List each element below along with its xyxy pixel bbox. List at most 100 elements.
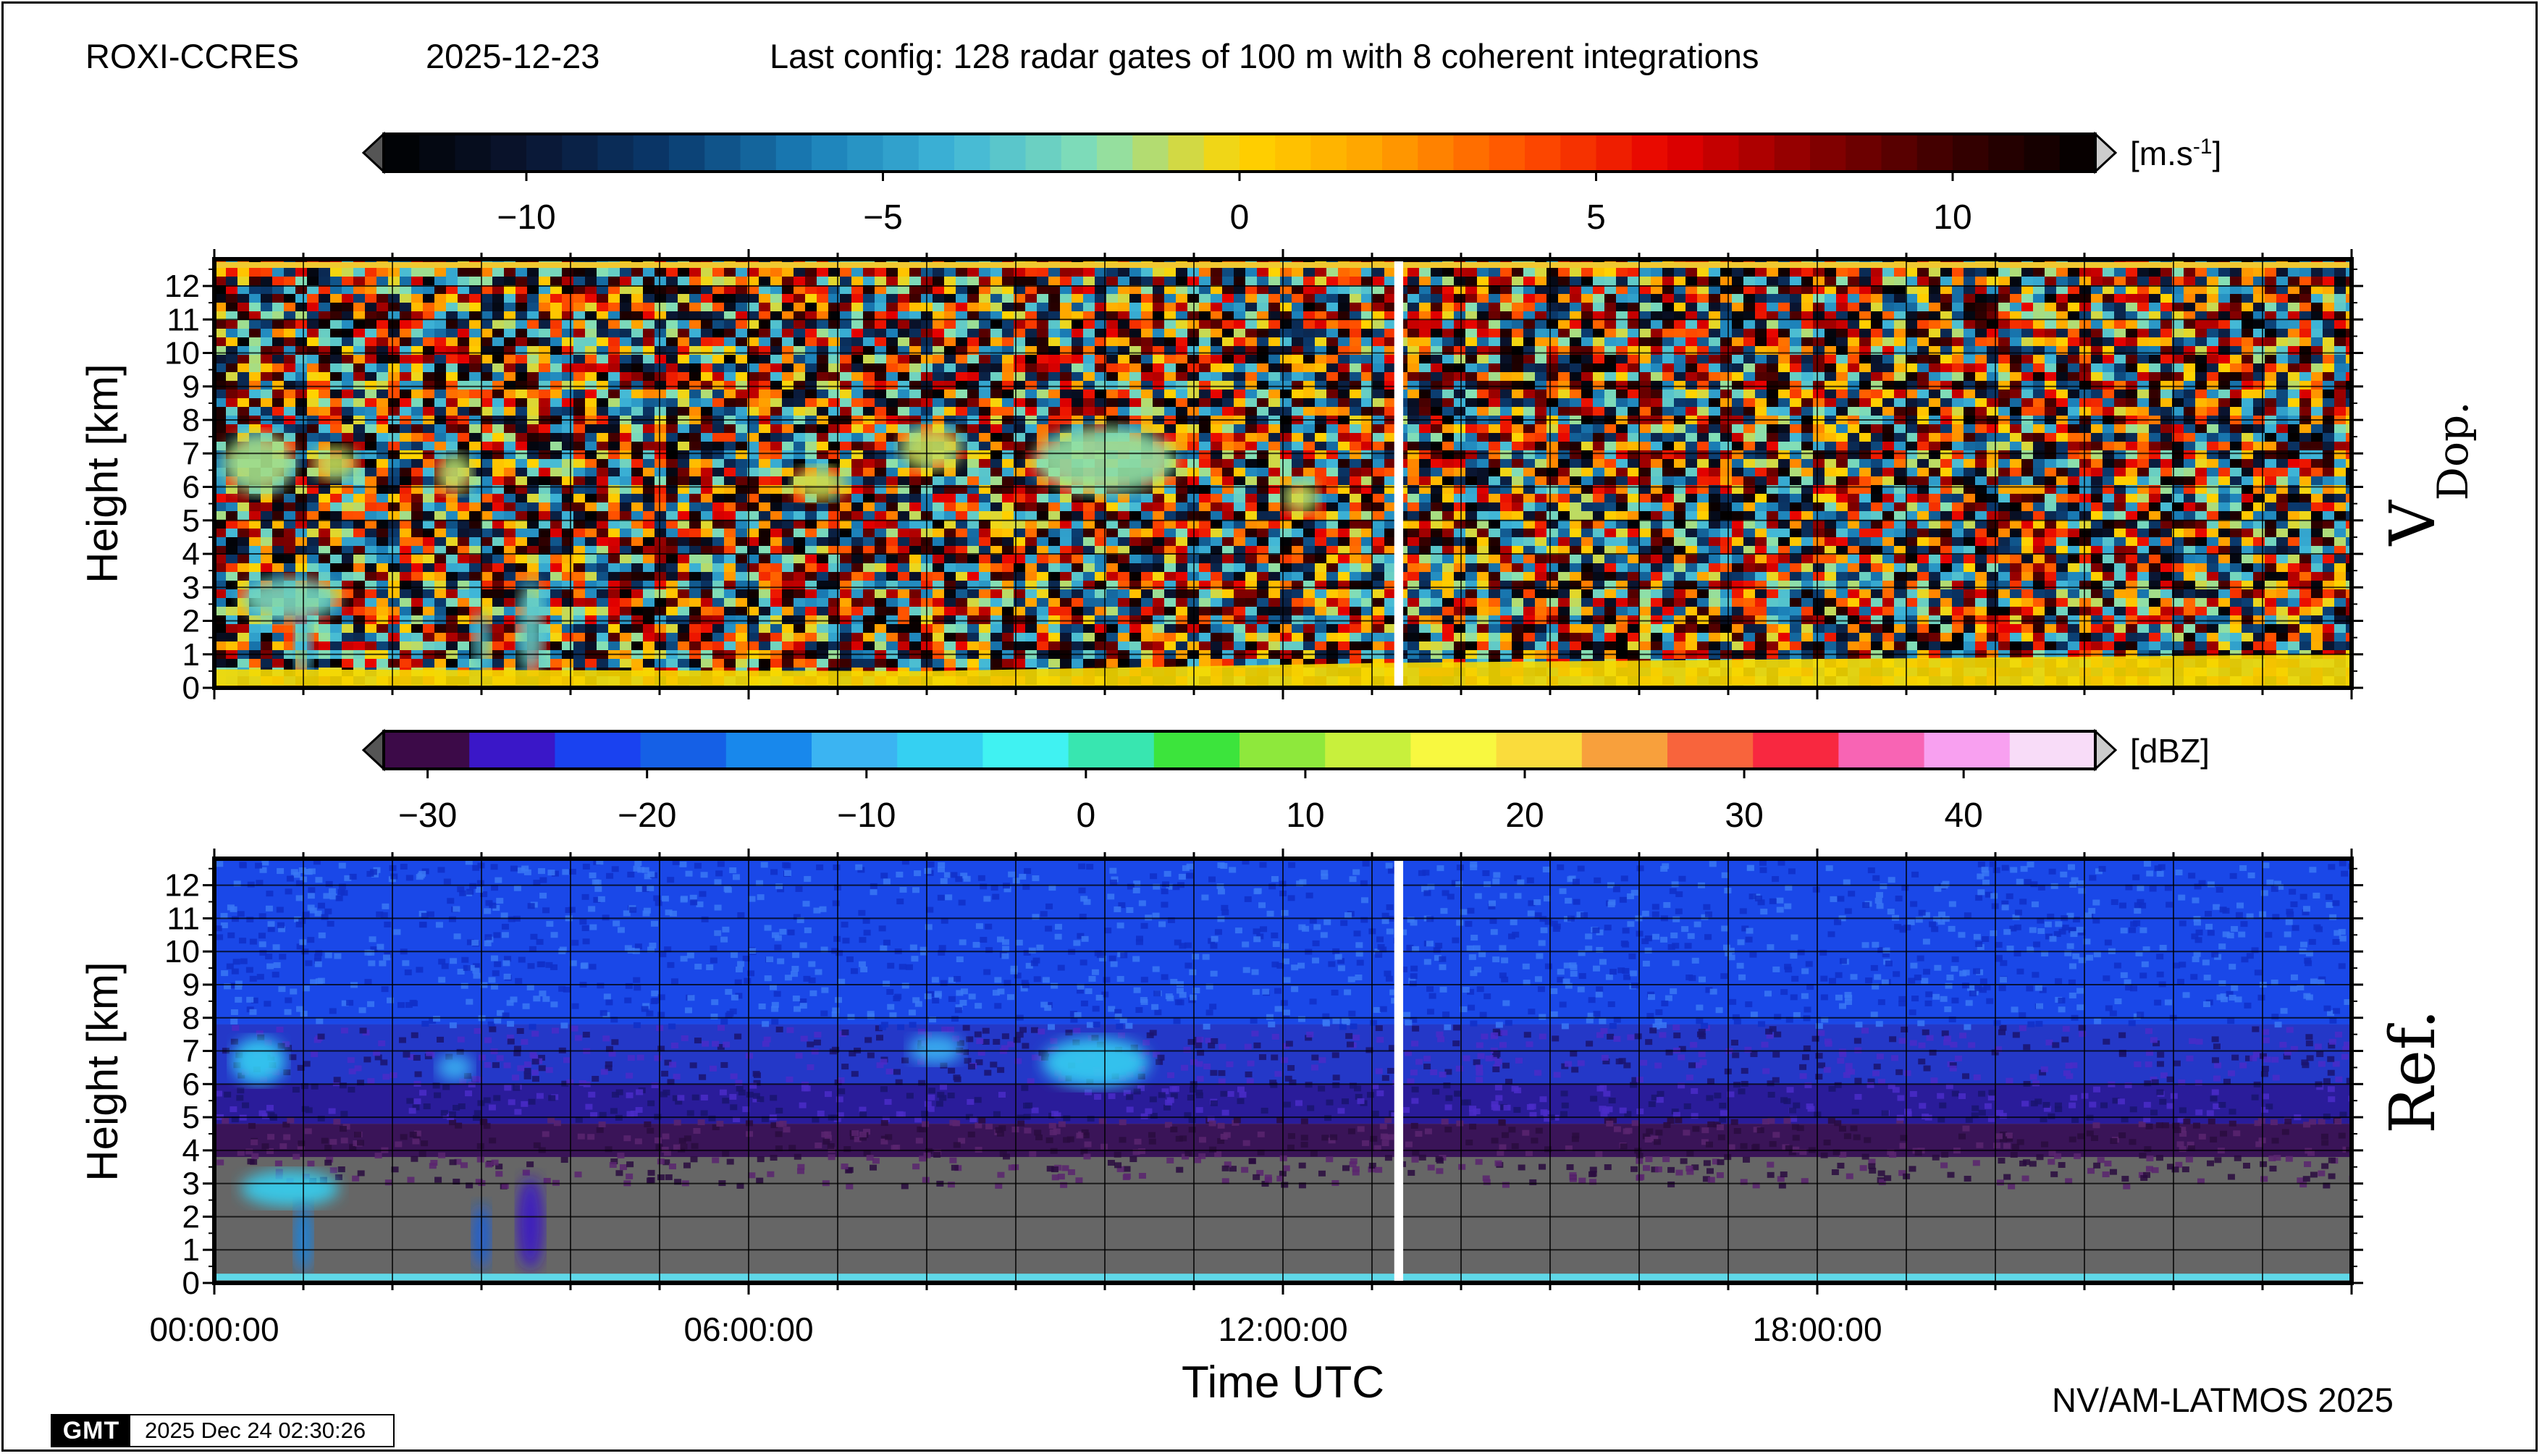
noise-cell: [1604, 450, 1616, 459]
noise-cell: [365, 372, 376, 381]
noise-cell: [967, 363, 979, 372]
noise-cell: [956, 381, 967, 390]
noise-cell: [678, 390, 689, 398]
noise-cell: [1570, 450, 1581, 459]
noise-cell: [469, 433, 481, 442]
noise-cell: [643, 450, 655, 459]
noise-cell: [1199, 337, 1211, 346]
noise-cell: [724, 337, 736, 346]
noise-cell: [573, 476, 585, 485]
noise-cell: [1500, 329, 1512, 337]
noise-cell: [492, 450, 504, 459]
noise-cell: [1326, 294, 1338, 303]
noise-cell: [1697, 311, 1709, 320]
noise-cell: [1813, 433, 1825, 442]
noise-cell: [353, 363, 365, 372]
noise-cell: [1674, 398, 1685, 407]
noise-cell: [759, 381, 770, 390]
noise-cell: [1674, 381, 1685, 390]
noise-cell: [539, 433, 550, 442]
noise-cell: [1303, 442, 1315, 450]
noise-cell: [1083, 285, 1095, 294]
noise-cell: [631, 320, 643, 329]
noise-cell: [1037, 372, 1048, 381]
noise-cell: [1350, 355, 1361, 363]
noise-cell: [1072, 311, 1083, 320]
noise-cell: [2160, 294, 2172, 303]
noise-cell: [944, 468, 956, 476]
noise-cell: [1964, 433, 1975, 442]
noise-cell: [2218, 398, 2230, 407]
noise-cell: [307, 398, 319, 407]
noise-cell: [2184, 311, 2195, 320]
noise-cell: [1628, 459, 1639, 468]
noise-cell: [1825, 363, 1836, 372]
noise-cell: [1778, 381, 1790, 390]
noise-cell: [1535, 468, 1546, 476]
noise-cell: [1419, 311, 1431, 320]
noise-cell: [2299, 398, 2311, 407]
noise-cell: [2126, 450, 2137, 459]
noise-cell: [2103, 363, 2114, 372]
noise-cell: [1998, 433, 2010, 442]
noise-cell: [1917, 390, 1929, 398]
noise-cell: [1593, 398, 1604, 407]
noise-cell: [1720, 294, 1732, 303]
noise-cell: [1280, 329, 1292, 337]
noise-cell: [1350, 337, 1361, 346]
noise-cell: [515, 459, 527, 468]
noise-cell: [817, 294, 828, 303]
noise-cell: [2137, 268, 2149, 277]
noise-cell: [353, 337, 365, 346]
noise-cell: [1570, 372, 1581, 381]
noise-cell: [1778, 390, 1790, 398]
noise-cell: [492, 476, 504, 485]
noise-cell: [1257, 268, 1268, 277]
noise-cell: [1755, 303, 1767, 311]
noise-cell: [1303, 303, 1315, 311]
noise-cell: [944, 407, 956, 416]
noise-cell: [979, 459, 990, 468]
noise-cell: [2068, 303, 2079, 311]
noise-cell: [678, 459, 689, 468]
noise-cell: [2184, 320, 2195, 329]
noise-cell: [1674, 363, 1685, 372]
noise-cell: [1268, 433, 1280, 442]
noise-cell: [851, 303, 863, 311]
noise-cell: [446, 424, 458, 433]
noise-cell: [1199, 381, 1211, 390]
noise-cell: [2056, 277, 2068, 285]
noise-cell: [1164, 329, 1176, 337]
noise-cell: [1685, 329, 1697, 337]
noise-cell: [2091, 476, 2103, 485]
noise-cell: [307, 311, 319, 320]
noise-cell: [1523, 424, 1535, 433]
noise-cell: [353, 355, 365, 363]
noise-cell: [330, 337, 342, 346]
noise-cell: [1222, 442, 1234, 450]
noise-cell: [2010, 407, 2021, 416]
noise-cell: [1199, 285, 1211, 294]
noise-cell: [1523, 303, 1535, 311]
noise-cell: [423, 442, 434, 450]
noise-cell: [2346, 277, 2352, 285]
noise-cell: [597, 294, 608, 303]
noise-cell: [1338, 450, 1350, 459]
noise-cell: [840, 311, 851, 320]
noise-cell: [1662, 320, 1674, 329]
noise-cell: [2160, 285, 2172, 294]
noise-cell: [875, 459, 886, 468]
noise-cell: [1593, 381, 1604, 390]
noise-cell: [1257, 285, 1268, 294]
noise-cell: [376, 390, 388, 398]
noise-cell: [1871, 355, 1882, 363]
noise-cell: [423, 433, 434, 442]
noise-cell: [1604, 355, 1616, 363]
noise-cell: [759, 476, 770, 485]
noise-cell: [1338, 277, 1350, 285]
noise-cell: [1940, 424, 1952, 433]
noise-cell: [2045, 442, 2056, 450]
noise-cell: [1778, 311, 1790, 320]
noise-cell: [805, 398, 817, 407]
noise-cell: [1825, 329, 1836, 337]
